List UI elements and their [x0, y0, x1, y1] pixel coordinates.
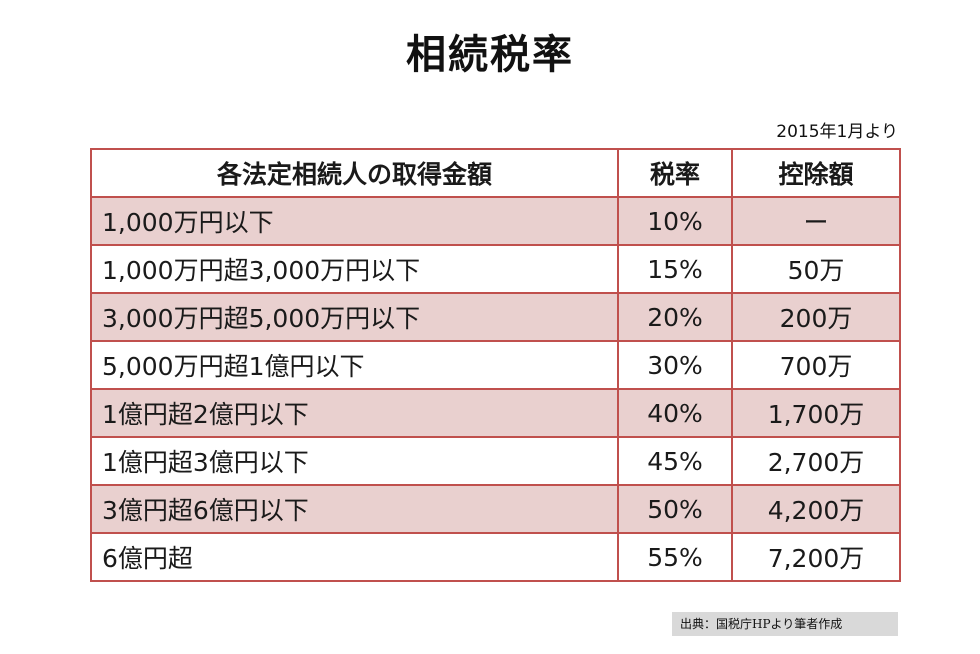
table-row: 1,000万円以下 10% ー	[90, 196, 901, 246]
deduction-cell: 7,200万	[731, 532, 901, 582]
deduction-cell: 200万	[731, 292, 901, 342]
tax-rate-cell: 30%	[617, 340, 733, 390]
deduction-cell: 1,700万	[731, 388, 901, 438]
source-note: 出典：国税庁HPより筆者作成	[672, 612, 898, 636]
amount-range-cell: 1,000万円以下	[90, 196, 619, 246]
deduction-cell: 4,200万	[731, 484, 901, 534]
table-row: 1億円超2億円以下 40% 1,700万	[90, 388, 901, 438]
amount-range-cell: 6億円超	[90, 532, 619, 582]
table-header-row: 各法定相続人の取得金額 税率 控除額	[90, 148, 901, 198]
table-row: 3,000万円超5,000万円以下 20% 200万	[90, 292, 901, 342]
inheritance-tax-rate-table: 各法定相続人の取得金額 税率 控除額 1,000万円以下 10% ー 1,000…	[90, 148, 901, 582]
effective-date-note: 2015年1月より	[776, 122, 898, 142]
table-row: 6億円超 55% 7,200万	[90, 532, 901, 582]
deduction-cell: 50万	[731, 244, 901, 294]
amount-range-cell: 3,000万円超5,000万円以下	[90, 292, 619, 342]
column-header-acquired-amount: 各法定相続人の取得金額	[90, 148, 619, 198]
amount-range-cell: 1,000万円超3,000万円以下	[90, 244, 619, 294]
amount-range-cell: 1億円超2億円以下	[90, 388, 619, 438]
tax-rate-cell: 50%	[617, 484, 733, 534]
tax-rate-cell: 40%	[617, 388, 733, 438]
tax-rate-cell: 15%	[617, 244, 733, 294]
deduction-cell: ー	[731, 196, 901, 246]
amount-range-cell: 5,000万円超1億円以下	[90, 340, 619, 390]
table-row: 1,000万円超3,000万円以下 15% 50万	[90, 244, 901, 294]
page-title: 相続税率	[406, 32, 574, 78]
column-header-tax-rate: 税率	[617, 148, 733, 198]
deduction-cell: 2,700万	[731, 436, 901, 486]
amount-range-cell: 3億円超6億円以下	[90, 484, 619, 534]
tax-rate-cell: 45%	[617, 436, 733, 486]
amount-range-cell: 1億円超3億円以下	[90, 436, 619, 486]
table-row: 5,000万円超1億円以下 30% 700万	[90, 340, 901, 390]
table-row: 1億円超3億円以下 45% 2,700万	[90, 436, 901, 486]
column-header-deduction: 控除額	[731, 148, 901, 198]
tax-rate-cell: 10%	[617, 196, 733, 246]
table-row: 3億円超6億円以下 50% 4,200万	[90, 484, 901, 534]
deduction-cell: 700万	[731, 340, 901, 390]
tax-rate-cell: 20%	[617, 292, 733, 342]
tax-rate-cell: 55%	[617, 532, 733, 582]
